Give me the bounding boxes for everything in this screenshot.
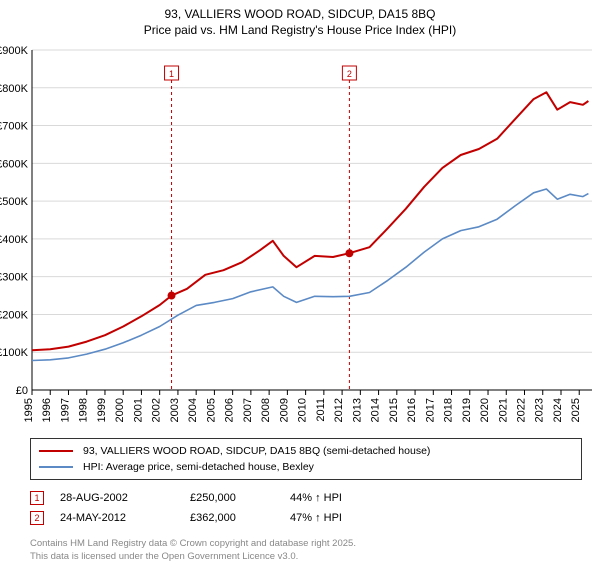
legend-swatch bbox=[39, 466, 73, 468]
footer-line: This data is licensed under the Open Gov… bbox=[30, 551, 582, 563]
svg-text:2019: 2019 bbox=[461, 398, 473, 422]
svg-text:2013: 2013 bbox=[351, 398, 363, 422]
sale-date: 28-AUG-2002 bbox=[60, 492, 190, 504]
footer-line: Contains HM Land Registry data © Crown c… bbox=[30, 538, 582, 550]
sale-row: 1 28-AUG-2002 £250,000 44% ↑ HPI bbox=[30, 488, 582, 508]
svg-text:1996: 1996 bbox=[41, 398, 53, 422]
legend-label: HPI: Average price, semi-detached house,… bbox=[83, 461, 314, 473]
svg-text:1998: 1998 bbox=[78, 398, 90, 422]
chart-title-block: 93, VALLIERS WOOD ROAD, SIDCUP, DA15 8BQ… bbox=[0, 0, 600, 38]
svg-text:2: 2 bbox=[347, 69, 352, 79]
title-line-1: 93, VALLIERS WOOD ROAD, SIDCUP, DA15 8BQ bbox=[0, 6, 600, 22]
attribution-footer: Contains HM Land Registry data © Crown c… bbox=[30, 538, 582, 563]
svg-text:2003: 2003 bbox=[169, 398, 181, 422]
svg-text:£600K: £600K bbox=[0, 159, 29, 171]
legend: 93, VALLIERS WOOD ROAD, SIDCUP, DA15 8BQ… bbox=[30, 438, 582, 480]
title-line-2: Price paid vs. HM Land Registry's House … bbox=[0, 22, 600, 38]
svg-text:1999: 1999 bbox=[96, 398, 108, 422]
svg-text:£800K: £800K bbox=[0, 83, 29, 95]
svg-text:2011: 2011 bbox=[315, 398, 327, 422]
svg-text:1: 1 bbox=[169, 69, 174, 79]
svg-text:2001: 2001 bbox=[132, 398, 144, 422]
svg-text:2025: 2025 bbox=[570, 398, 582, 422]
svg-text:2023: 2023 bbox=[534, 398, 546, 422]
sale-price: £250,000 bbox=[190, 492, 290, 504]
svg-text:£200K: £200K bbox=[0, 310, 29, 322]
svg-text:2015: 2015 bbox=[388, 398, 400, 422]
sale-marker-icon: 1 bbox=[30, 491, 44, 505]
svg-text:2021: 2021 bbox=[497, 398, 509, 422]
svg-text:£0: £0 bbox=[16, 385, 28, 397]
svg-text:2002: 2002 bbox=[151, 398, 163, 422]
sale-marker-icon: 2 bbox=[30, 511, 44, 525]
svg-text:2000: 2000 bbox=[114, 398, 126, 422]
svg-text:2005: 2005 bbox=[205, 398, 217, 422]
svg-text:2020: 2020 bbox=[479, 398, 491, 422]
svg-text:£500K: £500K bbox=[0, 196, 29, 208]
svg-text:2024: 2024 bbox=[552, 398, 564, 422]
svg-text:2012: 2012 bbox=[333, 398, 345, 422]
svg-text:2016: 2016 bbox=[406, 398, 418, 422]
svg-text:2008: 2008 bbox=[260, 398, 272, 422]
svg-text:2010: 2010 bbox=[297, 398, 309, 422]
svg-text:2004: 2004 bbox=[187, 398, 199, 422]
legend-swatch bbox=[39, 450, 73, 452]
sale-delta: 47% ↑ HPI bbox=[290, 512, 342, 524]
sale-delta: 44% ↑ HPI bbox=[290, 492, 342, 504]
svg-text:2017: 2017 bbox=[424, 398, 436, 422]
price-chart-svg: £0 £100K £200K £300K £400K £500K £600K £700K £80… bbox=[0, 42, 600, 432]
svg-text:£400K: £400K bbox=[0, 234, 29, 246]
legend-item: 93, VALLIERS WOOD ROAD, SIDCUP, DA15 8BQ… bbox=[39, 443, 573, 459]
sale-date: 24-MAY-2012 bbox=[60, 512, 190, 524]
svg-text:£700K: £700K bbox=[0, 121, 29, 133]
sales-table: 1 28-AUG-2002 £250,000 44% ↑ HPI 2 24-MA… bbox=[30, 488, 582, 528]
svg-text:2014: 2014 bbox=[370, 398, 382, 422]
svg-text:2006: 2006 bbox=[224, 398, 236, 422]
svg-text:1995: 1995 bbox=[23, 398, 35, 422]
svg-text:2022: 2022 bbox=[516, 398, 528, 422]
chart-area: £0 £100K £200K £300K £400K £500K £600K £700K £80… bbox=[0, 42, 600, 432]
svg-text:£300K: £300K bbox=[0, 272, 29, 284]
legend-label: 93, VALLIERS WOOD ROAD, SIDCUP, DA15 8BQ… bbox=[83, 445, 430, 457]
sale-row: 2 24-MAY-2012 £362,000 47% ↑ HPI bbox=[30, 508, 582, 528]
svg-text:£100K: £100K bbox=[0, 348, 29, 360]
svg-text:2009: 2009 bbox=[278, 398, 290, 422]
svg-text:2018: 2018 bbox=[443, 398, 455, 422]
sale-price: £362,000 bbox=[190, 512, 290, 524]
legend-item: HPI: Average price, semi-detached house,… bbox=[39, 459, 573, 475]
svg-text:1997: 1997 bbox=[59, 398, 71, 422]
svg-text:2007: 2007 bbox=[242, 398, 254, 422]
svg-text:£900K: £900K bbox=[0, 45, 29, 57]
